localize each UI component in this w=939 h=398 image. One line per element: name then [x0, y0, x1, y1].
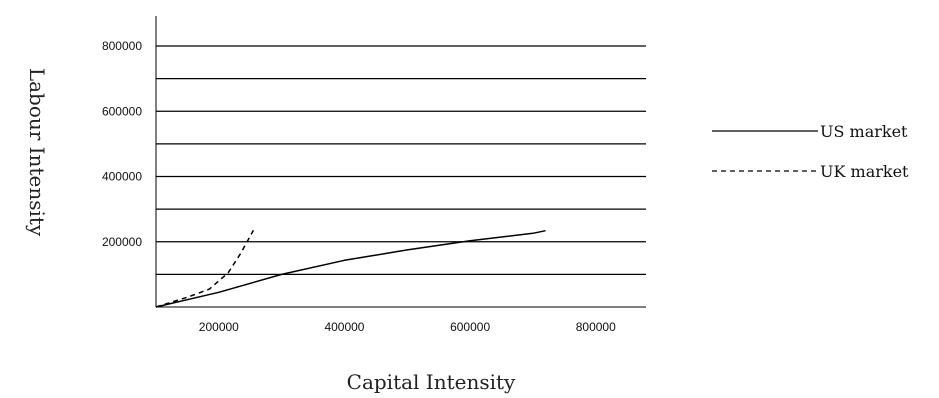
- x-tick-labels: 200000 400000 600000 800000: [199, 320, 616, 334]
- x-tick-label: 600000: [450, 320, 490, 334]
- grid-lines: [156, 45, 646, 275]
- axes: [155, 16, 646, 308]
- x-tick-label: 400000: [324, 320, 364, 334]
- legend: US market UK market: [712, 122, 909, 181]
- x-tick-label: 800000: [576, 320, 616, 334]
- y-tick-label: 600000: [102, 104, 142, 118]
- y-tick-labels: 200000 400000 600000 800000: [102, 39, 142, 249]
- series-us-market: [155, 229, 546, 308]
- y-tick-label: 800000: [102, 39, 142, 53]
- legend-label-uk-market: UK market: [820, 162, 909, 181]
- x-axis-title: Capital Intensity: [347, 370, 516, 394]
- y-tick-label: 400000: [102, 170, 142, 184]
- y-tick-label: 200000: [102, 235, 142, 249]
- x-tick-label: 200000: [199, 320, 239, 334]
- legend-label-us-market: US market: [820, 122, 908, 141]
- series-uk-market: [155, 229, 255, 308]
- series-lines: [155, 229, 546, 308]
- y-axis-title: Labour Intensity: [25, 68, 49, 237]
